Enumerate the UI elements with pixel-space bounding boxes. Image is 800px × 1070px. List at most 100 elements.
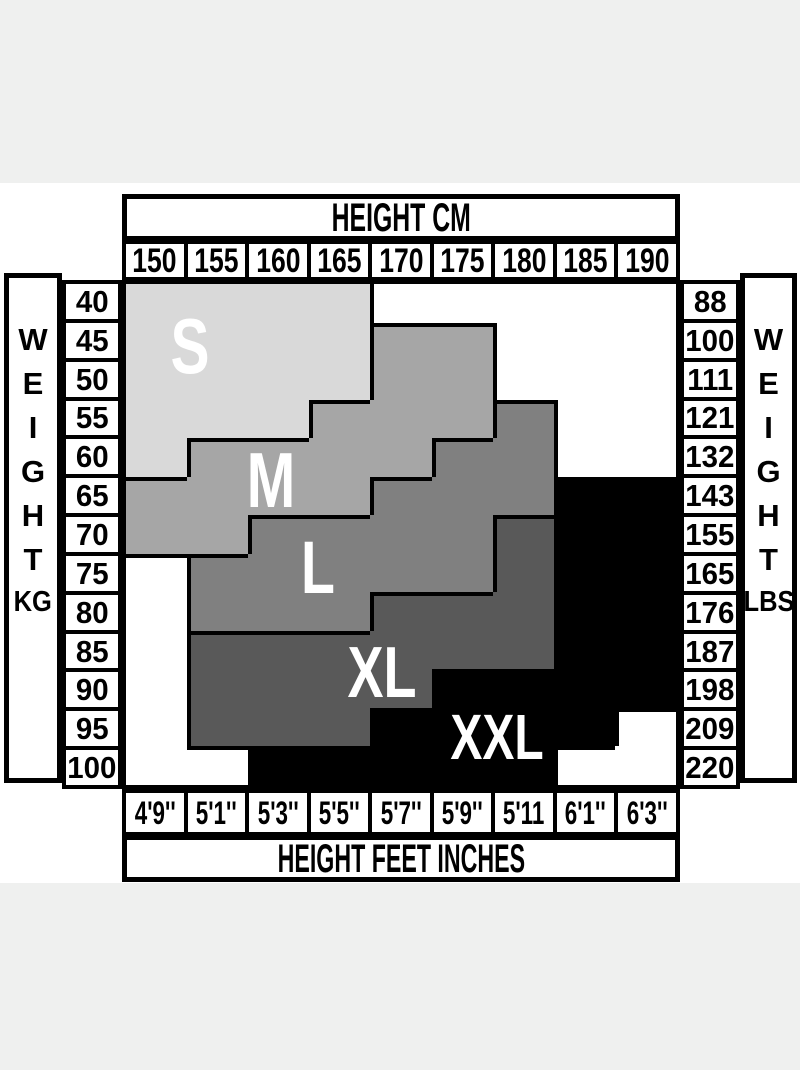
size-cell-175cm-85kg-XL bbox=[431, 630, 493, 670]
size-cell-155cm-60kg-M bbox=[187, 438, 249, 477]
size-cell-165cm-70kg-L bbox=[309, 515, 371, 554]
size-cell-185cm-40kg-none bbox=[553, 284, 615, 323]
size-cell-185cm-85kg-XXL bbox=[553, 630, 615, 670]
height-ft-tick-6'3'': 6'3'' bbox=[616, 791, 678, 834]
size-cell-185cm-95kg-XXL bbox=[553, 707, 615, 747]
size-cell-150cm-95kg-none bbox=[126, 707, 188, 747]
weight-lbs-tick-88: 88 bbox=[682, 282, 738, 321]
size-cell-170cm-40kg-none bbox=[370, 284, 432, 323]
weight-kg-tick-95: 95 bbox=[64, 709, 120, 749]
weight-kg-tick-40: 40 bbox=[64, 282, 120, 321]
kg-unit-label: KG bbox=[13, 586, 53, 618]
weight-lbs-tick-155: 155 bbox=[682, 515, 738, 554]
size-cell-165cm-75kg-L bbox=[309, 553, 371, 593]
size-cell-175cm-65kg-L bbox=[431, 476, 493, 516]
weight-kg-tick-60: 60 bbox=[64, 437, 120, 477]
size-cell-180cm-80kg-XL bbox=[492, 592, 554, 631]
height-cm-tick-155: 155 bbox=[185, 242, 248, 279]
size-cell-190cm-40kg-none bbox=[614, 284, 676, 323]
axis-title-letter-e: E bbox=[758, 366, 779, 401]
size-cell-160cm-50kg-S bbox=[248, 361, 310, 400]
size-cell-190cm-80kg-XXL bbox=[614, 592, 676, 631]
size-cell-175cm-45kg-M bbox=[431, 322, 493, 362]
height-ft-tick-4'9'': 4'9'' bbox=[124, 791, 186, 834]
height-cm-tick-160: 160 bbox=[247, 242, 309, 279]
height-ft-tick-5'11: 5'11 bbox=[493, 791, 555, 834]
size-cell-165cm-40kg-S bbox=[309, 284, 371, 323]
weight-lbs-tick-121: 121 bbox=[682, 398, 738, 438]
size-cell-160cm-95kg-XL bbox=[248, 707, 310, 747]
size-cell-180cm-40kg-none bbox=[492, 284, 554, 323]
weight-kg-tick-70: 70 bbox=[64, 515, 120, 554]
height-ft-header-box: HEIGHT FEET INCHES bbox=[122, 835, 680, 882]
height-ft-scale: 4'9'' 5'1'' 5'3'' 5'5'' 5'7'' 5'9'' 5'11 6'1'' 6… bbox=[122, 789, 680, 836]
size-cell-185cm-60kg-none bbox=[553, 438, 615, 477]
size-cell-155cm-85kg-XL bbox=[187, 630, 249, 670]
weight-lbs-tick-111: 111 bbox=[682, 359, 738, 399]
size-cell-155cm-55kg-S bbox=[187, 399, 249, 439]
height-cm-tick-185: 185 bbox=[554, 242, 617, 279]
size-cell-190cm-45kg-none bbox=[614, 322, 676, 362]
size-cell-150cm-100kg-none bbox=[126, 746, 188, 785]
size-cell-165cm-100kg-XXL bbox=[309, 746, 371, 785]
size-cell-160cm-75kg-L bbox=[248, 553, 310, 593]
size-cell-170cm-100kg-XXL bbox=[370, 746, 432, 785]
weight-lbs-tick-176: 176 bbox=[682, 592, 738, 632]
height-cm-tick-180: 180 bbox=[493, 242, 555, 279]
size-cell-150cm-75kg-none bbox=[126, 553, 188, 593]
size-cell-165cm-50kg-S bbox=[309, 361, 371, 400]
size-cell-165cm-60kg-M bbox=[309, 438, 371, 477]
size-cell-170cm-65kg-L bbox=[370, 476, 432, 516]
size-cell-150cm-45kg-S bbox=[126, 322, 188, 362]
size-cell-150cm-85kg-none bbox=[126, 630, 188, 670]
size-cell-190cm-70kg-XXL bbox=[614, 515, 676, 554]
size-cell-155cm-100kg-none bbox=[187, 746, 249, 785]
axis-title-letter-i: I bbox=[28, 410, 38, 445]
size-cell-155cm-40kg-S bbox=[187, 284, 249, 323]
size-cell-180cm-100kg-XXL bbox=[492, 746, 554, 785]
size-cell-155cm-75kg-L bbox=[187, 553, 249, 593]
weight-lbs-scale: 88 100 111 121 132 143 155 165 176 187 198 209 220 bbox=[680, 280, 740, 789]
height-cm-tick-165: 165 bbox=[308, 242, 371, 279]
size-cell-170cm-85kg-XL bbox=[370, 630, 432, 670]
size-cell-150cm-70kg-M bbox=[126, 515, 188, 554]
size-cell-175cm-60kg-L bbox=[431, 438, 493, 477]
weight-lbs-tick-165: 165 bbox=[682, 553, 738, 593]
height-cm-tick-170: 170 bbox=[370, 242, 432, 279]
size-cell-175cm-70kg-L bbox=[431, 515, 493, 554]
size-cell-185cm-55kg-none bbox=[553, 399, 615, 439]
size-cell-175cm-80kg-XL bbox=[431, 592, 493, 631]
weight-kg-axis-title-box: W E I G H T KG bbox=[4, 273, 62, 783]
size-cell-175cm-75kg-L bbox=[431, 553, 493, 593]
size-cell-155cm-45kg-S bbox=[187, 322, 249, 362]
size-cell-185cm-80kg-XXL bbox=[553, 592, 615, 631]
height-ft-tick-5'3'': 5'3'' bbox=[247, 791, 309, 834]
height-cm-header-label: HEIGHT CM bbox=[331, 195, 471, 240]
height-ft-tick-6'1'': 6'1'' bbox=[554, 791, 617, 834]
size-cell-190cm-55kg-none bbox=[614, 399, 676, 439]
size-cell-165cm-95kg-XL bbox=[309, 707, 371, 747]
size-cell-165cm-45kg-S bbox=[309, 322, 371, 362]
size-cell-170cm-55kg-M bbox=[370, 399, 432, 439]
size-cell-180cm-50kg-none bbox=[492, 361, 554, 400]
weight-kg-tick-65: 65 bbox=[64, 476, 120, 516]
axis-title-letter-t: T bbox=[759, 542, 778, 577]
size-cell-175cm-95kg-XXL bbox=[431, 707, 493, 747]
size-cell-185cm-50kg-none bbox=[553, 361, 615, 400]
height-ft-tick-5'9'': 5'9'' bbox=[431, 791, 494, 834]
size-cell-160cm-90kg-XL bbox=[248, 669, 310, 708]
size-cell-160cm-40kg-S bbox=[248, 284, 310, 323]
size-cell-175cm-100kg-XXL bbox=[431, 746, 493, 785]
size-cell-165cm-80kg-L bbox=[309, 592, 371, 631]
size-cell-175cm-90kg-XXL bbox=[431, 669, 493, 708]
size-cell-160cm-60kg-M bbox=[248, 438, 310, 477]
weight-kg-tick-80: 80 bbox=[64, 592, 120, 632]
weight-lbs-axis-title-box: W E I G H T LBS bbox=[740, 273, 797, 783]
size-cell-185cm-65kg-XXL bbox=[553, 476, 615, 516]
size-cell-170cm-80kg-XL bbox=[370, 592, 432, 631]
height-ft-tick-5'7'': 5'7'' bbox=[370, 791, 432, 834]
size-cell-170cm-60kg-M bbox=[370, 438, 432, 477]
size-cell-180cm-45kg-none bbox=[492, 322, 554, 362]
size-cell-165cm-85kg-XL bbox=[309, 630, 371, 670]
size-cell-150cm-90kg-none bbox=[126, 669, 188, 708]
